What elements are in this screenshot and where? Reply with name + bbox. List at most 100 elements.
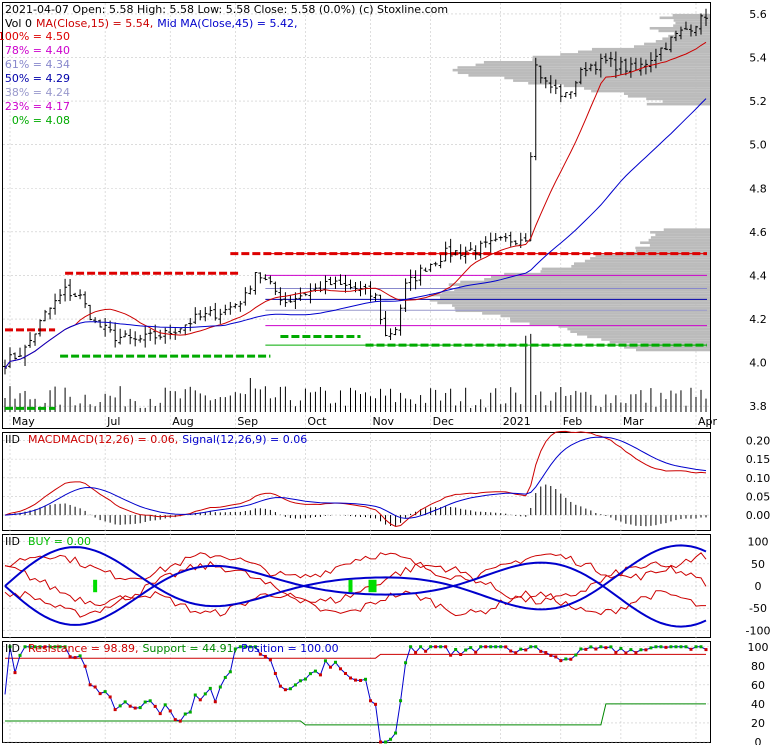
position-marker xyxy=(679,645,683,649)
buy-red-line xyxy=(4,590,706,618)
macd-y-tick: 0.05 xyxy=(746,490,771,503)
position-marker xyxy=(338,667,342,671)
position-marker xyxy=(303,677,307,681)
position-marker xyxy=(624,651,628,655)
resistance-line xyxy=(5,653,706,659)
position-marker xyxy=(58,645,62,649)
vol-label: Vol 0 MA(Close,15) = 5.54, Mid MA(Close,45… xyxy=(5,17,298,30)
profile-bar xyxy=(468,74,710,77)
position-marker xyxy=(343,671,347,675)
position-marker xyxy=(514,651,518,655)
position-marker xyxy=(313,669,317,673)
position-y-tick: 40 xyxy=(751,698,765,711)
position-marker xyxy=(328,665,332,669)
price-y-tick: 3.8 xyxy=(749,400,767,413)
profile-bar xyxy=(558,325,710,328)
macd-value: MACDMACD(12,26) = 0.06, xyxy=(28,433,178,446)
profile-bar xyxy=(591,89,710,93)
position-marker xyxy=(474,650,478,654)
buy-label: IID BUY = 0.00 xyxy=(5,535,91,548)
position-marker xyxy=(263,654,267,658)
position-panel xyxy=(2,641,711,743)
position-marker xyxy=(218,685,222,689)
position-marker xyxy=(499,645,503,649)
position-y-tick: 80 xyxy=(751,660,765,673)
position-marker xyxy=(258,652,262,656)
position-marker xyxy=(138,706,142,710)
profile-bar xyxy=(563,84,710,88)
position-marker xyxy=(153,704,157,708)
profile-bar xyxy=(635,246,710,250)
support-line xyxy=(5,703,706,726)
position-marker xyxy=(273,671,277,675)
position-marker xyxy=(38,645,42,649)
buy-y-tick: 50 xyxy=(751,558,765,571)
position-marker xyxy=(163,703,167,707)
position-marker xyxy=(98,692,102,696)
profile-bar xyxy=(490,275,710,279)
position-marker xyxy=(213,700,217,704)
support-value: Support = 44.91, xyxy=(142,642,237,655)
profile-bar xyxy=(457,71,710,75)
profile-bar xyxy=(649,26,710,30)
position-marker xyxy=(489,645,493,649)
position-marker xyxy=(168,709,172,713)
position-marker xyxy=(188,710,192,714)
position-marker xyxy=(584,647,588,651)
position-marker xyxy=(359,678,363,682)
profile-bar xyxy=(663,228,710,231)
resistance-value: Resistance = 98.89, xyxy=(28,642,138,655)
profile-bar xyxy=(429,293,710,297)
profile-bar xyxy=(437,301,710,305)
ma45-label: Mid MA(Close,45) = 5.42, xyxy=(157,17,297,30)
buy-y-tick: -50 xyxy=(749,602,767,615)
position-marker xyxy=(63,645,67,649)
tick-labels: May Jul Aug Sep Oct Nov Dec 2021 Feb Mar Apr 5.6 5.4… xyxy=(12,8,770,745)
x-tick-label: Sep xyxy=(237,415,258,428)
profile-bar xyxy=(510,319,710,323)
position-marker xyxy=(333,660,337,664)
fib-legend-item: 23% = 4.17 xyxy=(5,100,70,113)
position-marker xyxy=(73,656,77,660)
position-marker xyxy=(369,699,373,703)
profile-bar xyxy=(640,241,710,245)
position-marker xyxy=(113,708,117,712)
position-label: IID Resistance = 98.89, Support = 44.91, Po… xyxy=(5,642,339,655)
buy-red-line xyxy=(4,552,707,582)
x-tick-label: 2021 xyxy=(503,415,531,428)
fib-legend-item: 100% = 4.50 xyxy=(0,30,70,43)
profile-bar xyxy=(504,76,710,80)
position-marker xyxy=(374,702,378,706)
ma15-label: MA(Close,15) = 5.54, xyxy=(36,17,153,30)
profile-bar xyxy=(648,238,710,242)
position-marker xyxy=(283,688,287,692)
macd-y-tick: 0.15 xyxy=(746,453,771,466)
x-tick-label: Nov xyxy=(373,415,395,428)
position-marker xyxy=(33,645,37,649)
price-y-tick: 5.6 xyxy=(749,8,767,21)
buy-signal-marker xyxy=(368,579,377,593)
profile-bar xyxy=(513,79,710,82)
price-y-tick: 4.0 xyxy=(749,357,767,370)
profile-bar xyxy=(675,21,710,25)
position-marker xyxy=(449,653,453,657)
vol-value: Vol 0 xyxy=(5,17,32,30)
position-marker xyxy=(133,706,137,710)
position-marker xyxy=(659,645,663,649)
profile-bar xyxy=(560,53,710,56)
position-marker xyxy=(143,700,147,704)
position-marker xyxy=(118,704,122,708)
position-marker xyxy=(384,740,388,744)
profile-bar xyxy=(662,100,710,103)
position-marker xyxy=(424,649,428,653)
price-y-tick: 4.4 xyxy=(749,269,767,282)
position-marker xyxy=(689,647,693,651)
position-marker xyxy=(454,648,458,652)
buy-blue-line xyxy=(4,544,707,611)
position-marker xyxy=(444,645,448,649)
position-marker xyxy=(509,649,513,653)
profile-bar xyxy=(576,332,710,336)
profile-bar xyxy=(452,304,710,307)
profile-bar xyxy=(484,278,710,281)
buy-signal-marker xyxy=(348,579,353,593)
